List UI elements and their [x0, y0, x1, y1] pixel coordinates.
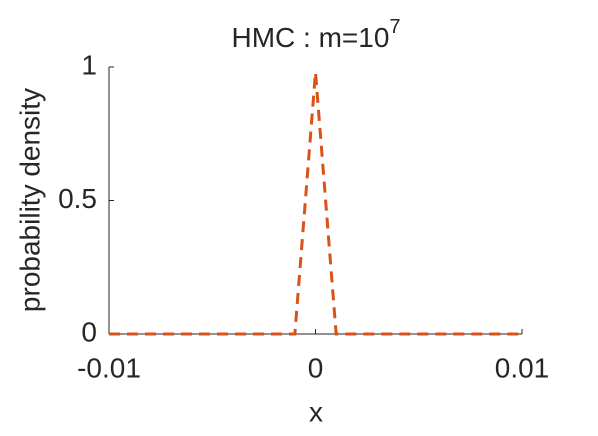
- x-tick-label: 0.01: [495, 352, 550, 383]
- title-base: HMC : m=10: [231, 22, 389, 53]
- y-tick-label: 0: [81, 316, 97, 347]
- x-axis-label: x: [309, 396, 323, 427]
- data-line: [109, 72, 522, 336]
- title-exponent: 7: [389, 16, 400, 38]
- y-axis-label: probability density: [14, 88, 45, 312]
- y-tick-label: 0.5: [58, 183, 97, 214]
- x-tick-label: 0: [308, 352, 324, 383]
- x-tick-label: -0.01: [77, 352, 141, 383]
- chart-title: HMC : m=107: [231, 16, 400, 53]
- y-tick-label: 1: [81, 49, 97, 80]
